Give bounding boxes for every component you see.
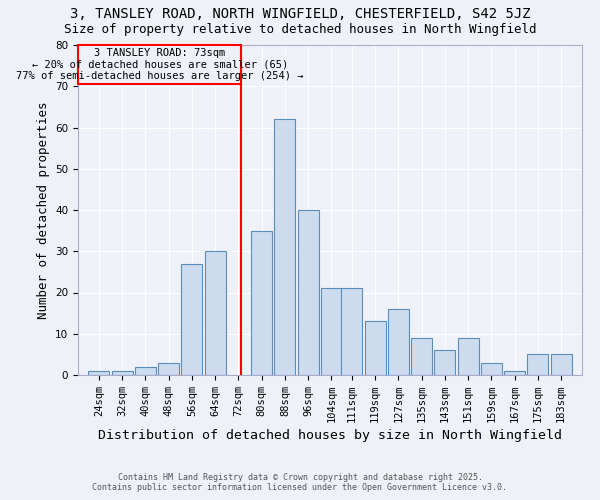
Y-axis label: Number of detached properties: Number of detached properties xyxy=(37,101,50,319)
Bar xyxy=(481,362,502,375)
X-axis label: Distribution of detached houses by size in North Wingfield: Distribution of detached houses by size … xyxy=(98,429,562,442)
Text: 3 TANSLEY ROAD: 73sqm
← 20% of detached houses are smaller (65)
77% of semi-deta: 3 TANSLEY ROAD: 73sqm ← 20% of detached … xyxy=(16,48,304,81)
Bar xyxy=(388,309,409,375)
Bar xyxy=(158,362,179,375)
Bar xyxy=(458,338,479,375)
Bar xyxy=(551,354,572,375)
Bar xyxy=(365,322,386,375)
Bar xyxy=(411,338,432,375)
Bar xyxy=(434,350,455,375)
Bar xyxy=(88,371,109,375)
Bar xyxy=(205,251,226,375)
Bar xyxy=(321,288,342,375)
Bar xyxy=(341,288,362,375)
Bar xyxy=(504,371,525,375)
Bar xyxy=(274,119,295,375)
Text: 3, TANSLEY ROAD, NORTH WINGFIELD, CHESTERFIELD, S42 5JZ: 3, TANSLEY ROAD, NORTH WINGFIELD, CHESTE… xyxy=(70,8,530,22)
Text: Size of property relative to detached houses in North Wingfield: Size of property relative to detached ho… xyxy=(64,22,536,36)
Bar xyxy=(251,230,272,375)
Bar xyxy=(112,371,133,375)
Bar xyxy=(181,264,202,375)
Bar xyxy=(135,367,156,375)
Text: Contains HM Land Registry data © Crown copyright and database right 2025.
Contai: Contains HM Land Registry data © Crown c… xyxy=(92,473,508,492)
Bar xyxy=(298,210,319,375)
Bar xyxy=(527,354,548,375)
Bar xyxy=(78,45,241,84)
